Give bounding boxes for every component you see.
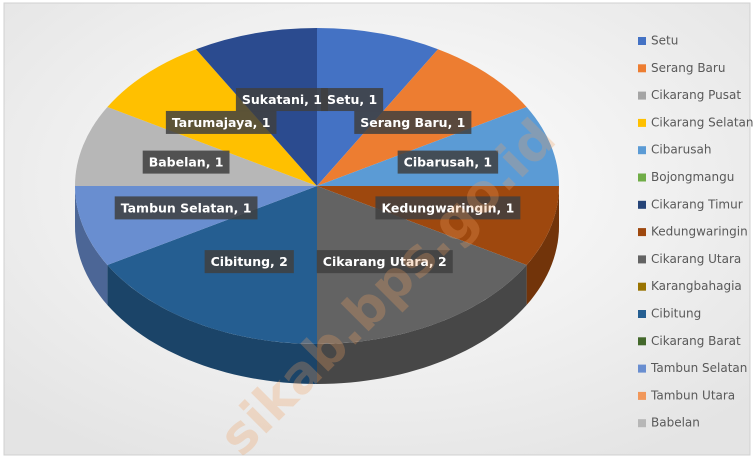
data-label-box	[235, 88, 328, 112]
legend-label: Tambun Utara	[650, 388, 735, 402]
legend-label: Cikarang Selatan	[651, 115, 753, 129]
legend-swatch	[638, 64, 646, 73]
legend-label: Cikarang Barat	[651, 334, 741, 348]
data-label: Sukatani, 1	[242, 92, 322, 107]
legend-label: Setu	[651, 34, 678, 48]
data-label-box	[320, 88, 384, 112]
legend-swatch	[638, 337, 646, 346]
data-label: Tarumajaya, 1	[172, 115, 271, 130]
legend-label: Karangbahagia	[651, 279, 742, 293]
data-label-box	[397, 150, 499, 174]
data-label-box	[204, 250, 294, 274]
legend-swatch	[638, 91, 646, 100]
slice-side	[107, 265, 318, 384]
legend-label: Cibitung	[651, 307, 701, 321]
legend-swatch	[638, 173, 646, 182]
slice-side	[75, 186, 108, 305]
slice	[75, 107, 317, 186]
data-label-box	[375, 196, 521, 220]
data-label-box	[316, 250, 453, 274]
legend-label: Kedungwaringin	[651, 225, 748, 239]
legend-label: Bojongmangu	[651, 170, 734, 184]
data-label-box	[142, 150, 230, 174]
legend-swatch	[638, 310, 646, 318]
legend-label: Babelan	[651, 416, 700, 430]
data-label: Tambun Selatan, 1	[121, 200, 252, 215]
data-label: Cibarusah, 1	[404, 155, 492, 170]
data-label: Cibitung, 2	[211, 254, 288, 269]
legend-swatch	[638, 364, 646, 373]
legend-label: Tambun Selatan	[650, 361, 747, 375]
data-label: Serang Baru, 1	[360, 115, 465, 130]
legend-swatch	[638, 228, 646, 237]
data-label: Cikarang Utara, 2	[323, 254, 447, 269]
legend: Setu Serang Baru Cikarang Pusat Cikarang Se…	[638, 34, 753, 430]
legend-label: Cikarang Pusat	[651, 88, 741, 102]
slice-side	[526, 186, 559, 305]
data-label: Setu, 1	[327, 92, 377, 107]
data-label: Babelan, 1	[149, 155, 224, 170]
legend-swatch	[638, 37, 646, 45]
legend-swatch	[638, 282, 646, 291]
slice	[317, 107, 559, 186]
data-label-box	[114, 196, 258, 220]
data-label-box	[165, 110, 277, 134]
data-label: Kedungwaringin, 1	[381, 200, 514, 215]
data-label-box	[354, 110, 472, 134]
legend-label: Cikarang Timur	[651, 197, 743, 211]
legend-swatch	[638, 118, 646, 127]
slice-side	[317, 265, 527, 384]
legend-swatch	[638, 255, 646, 264]
legend-swatch	[638, 419, 646, 428]
data-labels: Setu, 1 Serang Baru, 1 Cibarusah, 1 Kedungw…	[114, 88, 521, 274]
legend-swatch	[638, 391, 646, 400]
legend-label: Serang Baru	[651, 61, 725, 75]
legend-label: Cikarang Utara	[651, 252, 741, 266]
legend-swatch	[638, 200, 646, 209]
legend-label: Cibarusah	[651, 143, 711, 157]
legend-swatch	[638, 146, 646, 155]
